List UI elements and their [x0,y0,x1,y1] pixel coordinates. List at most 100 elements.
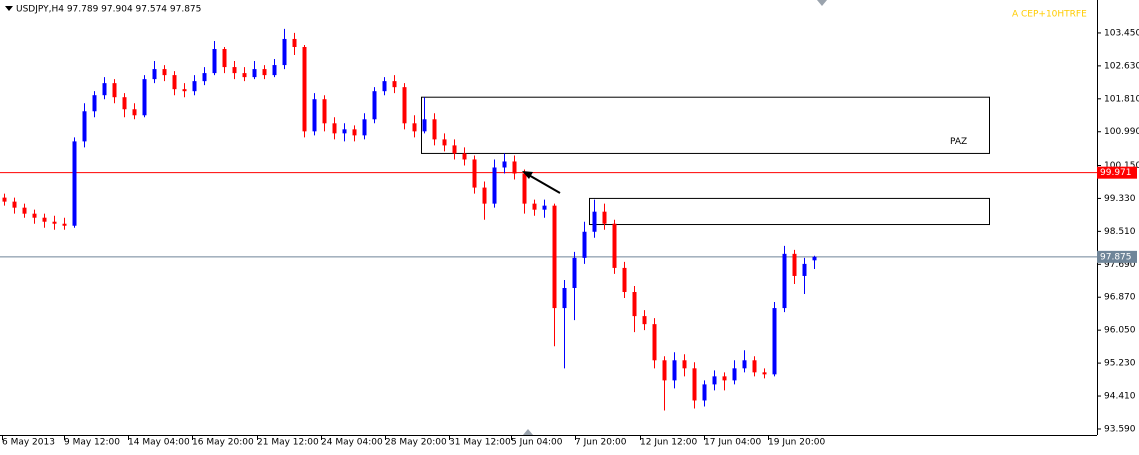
shift-marker [817,0,827,6]
candle-body [42,217,47,222]
candle-body [662,360,667,381]
candle-body [102,83,107,96]
candle-body [502,161,507,168]
x-tick-label: 5 Jun 04:00 [511,438,563,448]
candle-body [92,95,97,112]
candle-body [642,316,647,325]
y-tick-label: 103.450 [1104,28,1139,38]
candle-body [372,91,377,120]
candle-body [222,49,227,68]
candle-body [382,81,387,92]
candle-body [682,360,687,369]
candle-body [82,111,87,142]
candle-body [232,67,237,74]
indicator-label: A CEP+10HTRFE [1012,10,1087,20]
candle-body [112,83,117,98]
shift-marker [523,429,533,435]
price-tag-label: 99.971 [1100,168,1132,178]
candle-body [652,324,657,361]
price-tag-label: 97.875 [1100,252,1132,262]
candle-body [142,79,147,116]
candle-body [242,73,247,78]
candle-body [432,119,437,140]
y-tick-label: 100.990 [1104,127,1139,137]
candle-body [612,223,617,268]
candle-body [782,253,787,309]
arrow [526,173,561,194]
candle-body [352,129,357,136]
candle-body [452,145,457,154]
x-tick-label: 31 May 12:00 [449,438,511,448]
x-tick-label: 24 May 04:00 [321,438,383,448]
candle-body [532,203,537,210]
candle-body [742,360,747,369]
candle-body [162,69,167,76]
candle-body [442,139,447,146]
candle-body [332,123,337,134]
x-tick-label: 7 Jun 20:00 [575,438,627,448]
candle-body [462,153,467,160]
zone-box [421,96,990,154]
candle-body [32,213,37,218]
candle-body [292,38,297,47]
price-tag [1097,166,1137,179]
y-tick-label: 96.870 [1104,293,1136,303]
candle-body [362,119,367,136]
candle-body [672,360,677,381]
price-tag [1097,250,1137,263]
candle-body [552,205,557,309]
candle-body [812,256,817,261]
candle-body [722,376,727,381]
candle-body [342,129,347,134]
candle-body [132,109,137,116]
candle-body [182,89,187,92]
candle-body [562,287,567,309]
candle-body [752,360,757,373]
x-tick-label: 6 May 2013 [2,438,55,448]
y-tick-label: 99.330 [1104,194,1136,204]
candle-body [62,223,67,226]
candle-body [402,87,407,124]
x-tick-label: 14 May 04:00 [128,438,190,448]
candle-body [72,141,77,226]
y-tick-label: 102.630 [1104,61,1139,71]
y-tick-label: 94.410 [1104,392,1136,402]
candle-body [412,123,417,132]
menu-icon[interactable] [5,6,13,11]
candle-body [282,38,287,66]
y-tick-label: 97.690 [1104,260,1136,270]
x-tick-label: 28 May 20:00 [385,438,447,448]
candle-body [632,292,637,317]
candle-body [622,267,627,293]
candle-body [52,221,57,224]
x-tick-label: 16 May 20:00 [192,438,254,448]
candle-body [512,161,517,174]
candle-body [762,372,767,375]
candle-body [772,308,777,375]
candle-body [572,257,577,288]
zone-label: PAZ [950,137,967,147]
arrow-head [522,171,533,179]
x-tick-label: 19 Jun 20:00 [768,438,825,448]
candle-body [692,368,697,401]
candle-body [202,73,207,82]
candle-body [22,207,27,214]
candle-body [12,201,17,208]
plot: PAZ [0,28,1097,411]
candle-body [542,205,547,210]
y-tick-label: 101.810 [1104,94,1139,104]
candle-body [172,75,177,90]
candle-body [802,263,807,276]
chart-title: USDJPY,H4 97.789 97.904 97.574 97.875 [16,5,201,15]
candle-body [152,69,157,80]
candle-body [262,69,267,76]
candle-body [482,187,487,204]
x-tick-label: 21 May 12:00 [257,438,319,448]
candle-body [302,46,307,132]
candle-body [712,376,717,385]
x-tick-label: 17 Jun 04:00 [704,438,761,448]
candle-body [252,69,257,78]
candle-body [732,368,737,381]
